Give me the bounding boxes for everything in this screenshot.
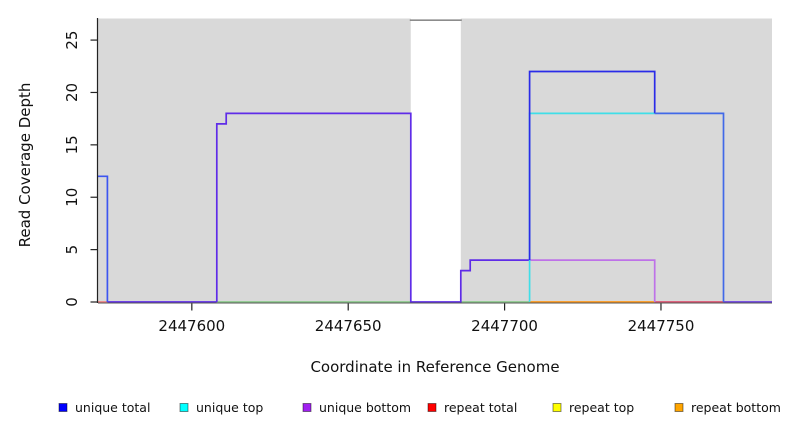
- legend-item-repeat-total: repeat total: [427, 400, 517, 415]
- legend-item-unique-total: unique total: [58, 400, 150, 415]
- legend-label: repeat total: [444, 400, 517, 415]
- coverage-lines-layer: [98, 70, 772, 303]
- legend-label: unique bottom: [319, 400, 411, 415]
- y-tick-label: 15: [63, 135, 81, 154]
- legend-label: repeat bottom: [691, 400, 781, 415]
- legend-swatch: [179, 403, 189, 412]
- masked-region: [410, 18, 461, 303]
- legend-label: repeat top: [569, 400, 634, 415]
- unique-spike-depth12: [98, 175, 109, 302]
- legend-swatch: [58, 403, 68, 412]
- y-tick-label: 20: [63, 83, 81, 102]
- legend-label: unique total: [75, 400, 150, 415]
- legend-item-repeat-bottom: repeat bottom: [674, 400, 781, 415]
- axes-layer: 0 5 10 15 20 25 2447600 2447650 2447700 2447750: [63, 18, 772, 335]
- x-tick-label: 2447600: [158, 317, 225, 335]
- x-axis-title: Coordinate in Reference Genome: [310, 358, 559, 376]
- legend-label: unique top: [196, 400, 263, 415]
- y-tick-label: 5: [63, 245, 81, 255]
- legend-swatch: [552, 403, 562, 412]
- y-tick-label: 10: [63, 188, 81, 207]
- legend-item-repeat-top: repeat top: [552, 400, 634, 415]
- y-tick-label: 0: [63, 297, 81, 307]
- y-axis-title: Read Coverage Depth: [16, 83, 34, 248]
- legend-item-unique-bottom: unique bottom: [302, 400, 411, 415]
- legend-swatch: [427, 403, 437, 412]
- unique-gene1-outline: [215, 112, 530, 303]
- legend-item-unique-top: unique top: [179, 400, 263, 415]
- unique-total-depth22: [528, 70, 656, 261]
- x-tick-label: 2447700: [471, 317, 538, 335]
- unique-total-depth18-right: [654, 112, 725, 302]
- y-tick-label: 25: [63, 31, 81, 50]
- legend: unique total unique top unique bottom repea…: [58, 400, 781, 415]
- x-tick-label: 2447650: [315, 317, 382, 335]
- legend-swatch: [674, 403, 684, 412]
- plot-background-layer: [98, 18, 772, 303]
- x-tick-label: 2447750: [628, 317, 695, 335]
- unique-bottom-depth4: [529, 259, 656, 302]
- legend-swatch: [302, 403, 312, 412]
